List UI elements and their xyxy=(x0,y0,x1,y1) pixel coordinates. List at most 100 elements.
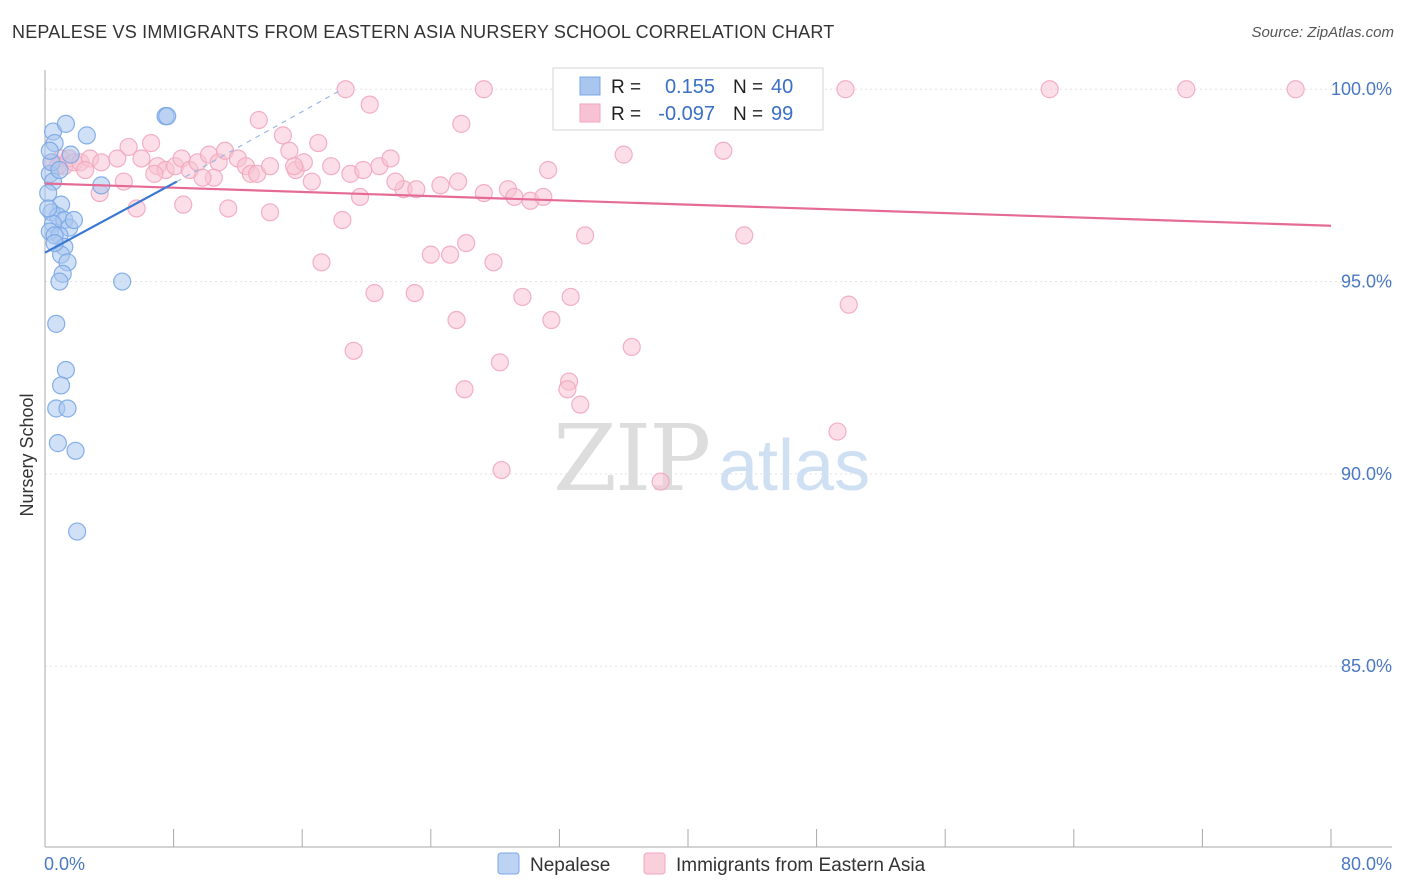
eastern-asia-point xyxy=(360,95,379,114)
legend-r-label: R = xyxy=(611,77,641,98)
eastern-asia-point xyxy=(447,310,466,330)
eastern-asia-point xyxy=(309,133,328,153)
series-legend: Nepalese Immigrants from Eastern Asia xyxy=(497,852,926,876)
trend-lines xyxy=(44,88,1332,254)
eastern-asia-point xyxy=(365,283,384,303)
eastern-asia-point xyxy=(484,253,503,272)
nepalese-point xyxy=(56,114,75,133)
eastern-asia-point xyxy=(474,80,493,99)
eastern-asia-point xyxy=(76,160,95,180)
eastern-asia-point xyxy=(828,422,847,441)
legend-swatch-nepalese xyxy=(579,76,601,96)
eastern-asia-point xyxy=(614,145,633,164)
legend-r-value: 0.155 xyxy=(665,76,715,98)
eastern-asia-point xyxy=(119,137,138,157)
legend-label-nepalese: Nepalese xyxy=(530,855,610,876)
eastern-asia-point xyxy=(302,172,321,191)
data-points xyxy=(39,80,1305,541)
stats-legend: R = 0.155 N = 40 R = -0.097 N = 99 xyxy=(552,67,824,131)
legend-label-eastern-asia: Immigrants from Eastern Asia xyxy=(676,855,926,876)
y-tick-label: 100.0% xyxy=(1331,79,1392,99)
watermark-zip: ZIP xyxy=(553,405,709,512)
eastern-asia-point xyxy=(322,157,341,176)
legend-r-value: -0.097 xyxy=(658,103,715,125)
eastern-asia-point xyxy=(505,187,524,207)
legend-n-label: N = xyxy=(733,77,763,98)
eastern-asia-point xyxy=(558,380,577,399)
eastern-asia-point xyxy=(344,341,363,360)
eastern-asia-point xyxy=(1177,80,1196,99)
nepalese-point xyxy=(66,441,85,460)
legend-n-label: N = xyxy=(733,104,763,125)
nepalese-point xyxy=(40,141,59,160)
eastern-asia-point xyxy=(1286,80,1305,99)
eastern-asia-point xyxy=(285,157,304,176)
eastern-asia-point xyxy=(651,472,670,491)
eastern-asia-point xyxy=(542,310,561,330)
eastern-asia-point xyxy=(571,395,590,414)
nepalese-trend-extension xyxy=(176,88,343,183)
eastern-asia-point xyxy=(440,245,460,264)
watermark-atlas: atlas xyxy=(718,426,870,506)
nepalese-point xyxy=(113,272,132,291)
eastern-asia-point xyxy=(141,133,161,153)
nepalese-point xyxy=(51,376,71,395)
y-tick-labels: 100.0% 95.0% 90.0% 85.0% xyxy=(1331,79,1392,676)
nepalese-point xyxy=(50,272,69,291)
y-tick-label: 90.0% xyxy=(1341,464,1392,484)
nepalese-point xyxy=(58,399,77,418)
nepalese-point xyxy=(56,360,75,380)
eastern-asia-point xyxy=(561,287,580,307)
eastern-asia-point xyxy=(452,114,471,133)
chart-title: NEPALESE VS IMMIGRANTS FROM EASTERN ASIA… xyxy=(12,22,835,42)
eastern-asia-point xyxy=(354,160,373,180)
eastern-asia-point xyxy=(350,187,370,207)
eastern-asia-point xyxy=(622,337,641,357)
eastern-asia-point xyxy=(534,187,553,207)
eastern-asia-point xyxy=(260,157,280,176)
eastern-asia-point xyxy=(407,180,426,199)
legend-r-label: R = xyxy=(611,104,641,125)
legend-swatch-eastern-asia xyxy=(643,852,666,875)
eastern-asia-point xyxy=(193,168,212,187)
eastern-asia-point xyxy=(336,80,355,99)
nepalese-point xyxy=(39,199,58,218)
eastern-asia-point xyxy=(490,353,510,372)
eastern-asia-point xyxy=(839,295,858,314)
eastern-asia-point xyxy=(714,141,733,160)
eastern-asia-point xyxy=(492,460,511,480)
eastern-asia-point xyxy=(449,172,468,191)
nepalese-point xyxy=(48,434,67,453)
eastern-asia-point xyxy=(405,283,424,303)
nepalese-point xyxy=(77,126,96,145)
x-tick-label-min: 0.0% xyxy=(44,854,85,874)
eastern-asia-point xyxy=(273,126,293,145)
nepalese-trend-line xyxy=(44,180,178,254)
eastern-asia-point xyxy=(219,199,238,218)
legend-n-value: 40 xyxy=(771,76,793,98)
eastern-asia-point xyxy=(431,176,450,195)
eastern-asia-point xyxy=(386,172,405,191)
y-axis-title: Nursery School xyxy=(17,393,37,516)
eastern-asia-point xyxy=(457,233,476,253)
nepalese-point xyxy=(47,314,66,333)
legend-swatch-eastern-asia xyxy=(579,103,601,123)
y-tick-label: 95.0% xyxy=(1341,272,1392,292)
eastern-asia-point xyxy=(455,380,474,399)
eastern-asia-point xyxy=(92,153,111,172)
watermark: ZIP atlas xyxy=(553,405,870,512)
nepalese-point xyxy=(64,210,84,230)
eastern-asia-point xyxy=(108,149,127,168)
eastern-asia-point xyxy=(1040,80,1059,99)
eastern-asia-point xyxy=(260,203,280,222)
eastern-asia-point xyxy=(114,172,133,191)
eastern-asia-point xyxy=(312,253,331,272)
eastern-asia-point xyxy=(174,195,193,214)
eastern-asia-trend-line xyxy=(44,182,1332,227)
nepalese-point xyxy=(158,107,177,126)
eastern-asia-point xyxy=(576,226,595,245)
eastern-asia-point xyxy=(333,210,352,230)
legend-swatch-nepalese xyxy=(497,852,520,875)
eastern-asia-point xyxy=(421,245,440,264)
